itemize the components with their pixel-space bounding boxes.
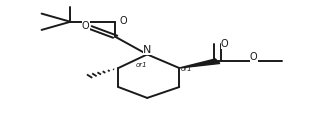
- Text: O: O: [119, 16, 127, 26]
- Text: O: O: [250, 52, 258, 62]
- Text: O: O: [82, 21, 90, 31]
- Text: or1: or1: [136, 62, 148, 68]
- Polygon shape: [179, 59, 220, 68]
- Text: O: O: [221, 38, 228, 49]
- Text: or1: or1: [181, 66, 192, 72]
- Text: N: N: [143, 45, 151, 55]
